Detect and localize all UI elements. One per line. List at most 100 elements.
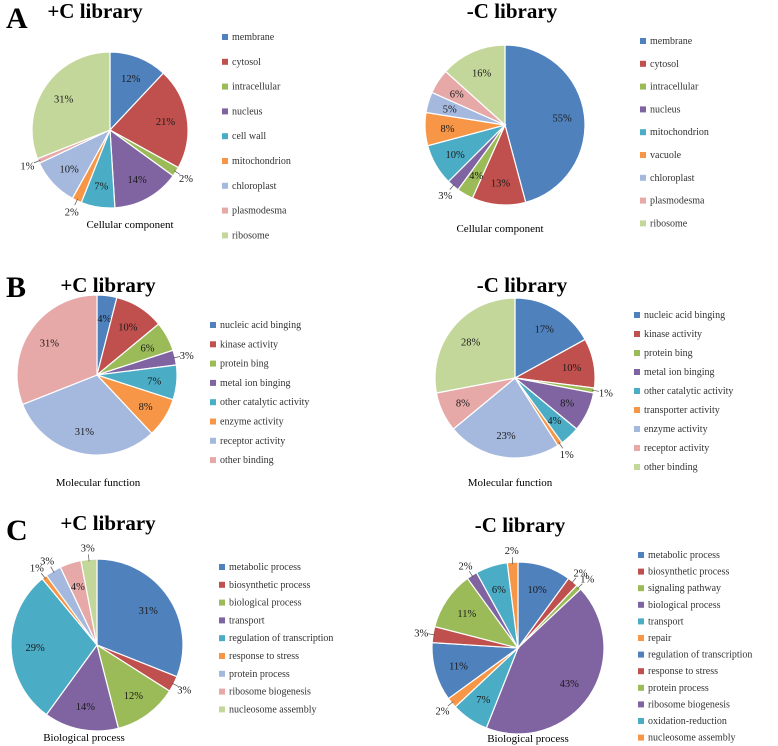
legend-swatch bbox=[219, 653, 225, 659]
legend-swatch bbox=[638, 635, 644, 641]
legend-swatch bbox=[634, 445, 640, 451]
data-label-metabolic-process: 10% bbox=[527, 585, 547, 596]
legend-entry-ribosome-biogenesis: ribosome biogenesis bbox=[229, 687, 311, 698]
pie-slice-ribosome bbox=[31, 51, 111, 160]
legend-entry-plasmodesma: plasmodesma bbox=[232, 206, 287, 217]
leader-line bbox=[449, 184, 455, 190]
data-label-protein-process: 11% bbox=[457, 609, 476, 620]
data-label-enzyme-activity: 8% bbox=[139, 402, 153, 413]
legend-swatch bbox=[640, 60, 646, 67]
pie-chart-5: +C library31%3%12%14%29%1%3%4%3%Biologic… bbox=[10, 511, 333, 744]
leader-line bbox=[40, 572, 46, 579]
chart-caption: Biological process bbox=[487, 733, 569, 745]
pie-chart-2: -C library 55% 13% 4% 3% 10% 8% 5% 6% 16% Cellular… bbox=[424, 0, 709, 235]
legend-entry-other-catalytic-activity: other catalytic activity bbox=[220, 397, 309, 408]
chart-caption: Molecular function bbox=[56, 477, 141, 489]
data-label-kinase-activity: 10% bbox=[562, 363, 582, 374]
legend-swatch bbox=[222, 83, 228, 90]
legend-swatch bbox=[638, 701, 644, 708]
pie-slice-membrane bbox=[504, 44, 586, 204]
legend-entry-response-to-stress: response to stress bbox=[648, 666, 718, 677]
legend-entry-biological-process: biological process bbox=[648, 600, 721, 611]
data-label-other-catalytic-activity: 4% bbox=[547, 416, 561, 427]
chart-title: +C library bbox=[47, 0, 143, 23]
legend-entry-protein-bing: protein bing bbox=[220, 359, 269, 370]
legend-entry-biosynthetic-process: biosynthetic process bbox=[229, 580, 310, 591]
data-label-other-binding: 28% bbox=[461, 337, 481, 348]
legend-swatch bbox=[638, 684, 644, 691]
legend-entry-membrane: membrane bbox=[232, 32, 275, 43]
legend-entry-signaling-pathway: signaling pathway bbox=[648, 583, 721, 594]
legend-entry-protein-process: protein process bbox=[229, 669, 290, 680]
chart-title: +C library bbox=[60, 273, 156, 297]
data-label-transporter-activity: 1% bbox=[560, 450, 574, 461]
data-label-receptor-activity: 31% bbox=[75, 427, 95, 438]
data-label-nucleic-acid-binging: 4% bbox=[97, 314, 111, 325]
data-label-biosynthetic-process: 3% bbox=[177, 686, 191, 697]
legend-swatch bbox=[638, 568, 644, 575]
legend-entry-regulation-of-transcription: regulation of transcription bbox=[229, 633, 333, 644]
data-label-metal-ion-binging: 8% bbox=[560, 399, 574, 410]
legend-entry-protein-process: protein process bbox=[648, 683, 709, 694]
data-label-response-to-stress: 3% bbox=[414, 629, 428, 640]
data-label-biological-process: 12% bbox=[124, 691, 144, 702]
pie-slice-ribosome bbox=[444, 44, 506, 127]
legend-entry-receptor-activity: receptor activity bbox=[220, 436, 285, 447]
legend-swatch bbox=[222, 34, 228, 40]
legend-swatch bbox=[638, 585, 644, 592]
leader-line bbox=[174, 170, 181, 175]
legend-entry-intracellular: intracellular bbox=[650, 82, 699, 93]
legend-entry-ribosome: ribosome bbox=[232, 230, 270, 241]
legend-entry-metal-ion-binging: metal ion binging bbox=[220, 378, 291, 389]
legend-swatch bbox=[210, 399, 216, 406]
data-label-membrane: 55% bbox=[552, 114, 572, 125]
legend-swatch bbox=[638, 601, 644, 608]
legend-entry-vacuole: vacuole bbox=[650, 150, 682, 161]
chart-title: +C library bbox=[60, 511, 156, 535]
chart-title: -C library bbox=[477, 273, 568, 297]
pie-slice-other-binding bbox=[16, 294, 98, 406]
data-label-repair: 2% bbox=[436, 707, 450, 718]
legend-swatch bbox=[640, 220, 646, 227]
data-label-other-binding: 31% bbox=[40, 339, 60, 350]
data-label-cytosol: 13% bbox=[491, 178, 511, 189]
pie-slice-regulation-of-transcription bbox=[10, 577, 98, 716]
data-label-membrane: 12% bbox=[121, 74, 141, 85]
legend-swatch bbox=[219, 617, 225, 624]
legend-swatch bbox=[640, 106, 646, 113]
pie-slice-metabolic-process bbox=[96, 558, 184, 678]
legend-swatch bbox=[219, 635, 225, 642]
legend-swatch bbox=[222, 182, 228, 189]
legend-swatch bbox=[634, 369, 640, 375]
pie-slice-other-binding bbox=[434, 297, 516, 394]
legend-swatch bbox=[634, 407, 640, 413]
legend-entry-plasmodesma: plasmodesma bbox=[650, 196, 705, 207]
legend-entry-transport: transport bbox=[229, 615, 265, 626]
legend-swatch bbox=[222, 207, 228, 214]
legend-swatch bbox=[640, 38, 646, 44]
legend-entry-metal-ion-binging: metal ion binging bbox=[644, 367, 715, 378]
data-label-metal-ion-binging: 3% bbox=[180, 351, 194, 362]
legend-swatch bbox=[640, 174, 646, 181]
legend-entry-nucleic-acid-binging: nucleic acid binging bbox=[644, 310, 725, 321]
legend-swatch bbox=[222, 158, 228, 164]
legend-entry-cytosol: cytosol bbox=[232, 57, 261, 68]
data-label-nucleosome-assembly: 2% bbox=[505, 546, 519, 557]
legend-entry-receptor-activity: receptor activity bbox=[644, 443, 709, 454]
legend-entry-membrane: membrane bbox=[650, 36, 693, 47]
legend-swatch bbox=[638, 734, 644, 741]
legend-swatch bbox=[638, 651, 644, 658]
legend-entry-chloroplast: chloroplast bbox=[232, 181, 277, 192]
legend-swatch bbox=[210, 418, 216, 425]
legend-entry-other-binding: other binding bbox=[644, 462, 698, 473]
legend-swatch bbox=[222, 58, 228, 65]
leader-line bbox=[173, 356, 181, 359]
legend-swatch bbox=[640, 83, 646, 90]
legend-swatch bbox=[210, 360, 216, 367]
leader-line bbox=[50, 566, 55, 573]
legend-swatch bbox=[634, 426, 640, 432]
legend-swatch bbox=[634, 350, 640, 356]
data-label-oxidation-reduction: 6% bbox=[492, 585, 506, 596]
data-label-vacuole: 8% bbox=[441, 124, 455, 135]
